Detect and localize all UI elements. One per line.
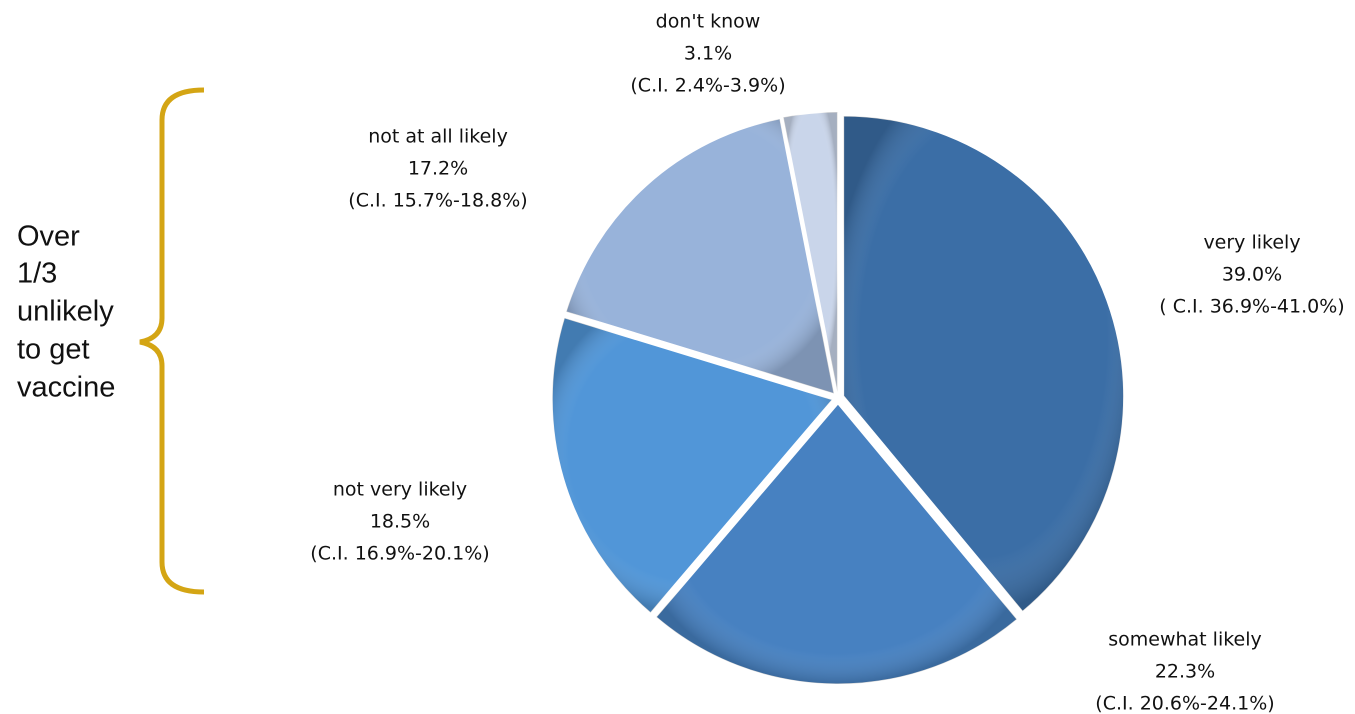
ci-label: ( C.I. 36.9%-41.0%): [1159, 296, 1344, 318]
value-label: 39.0%: [1222, 264, 1282, 286]
slice-label: not at all likely: [368, 126, 508, 148]
ci-label: (C.I. 20.6%-24.1%): [1095, 693, 1274, 714]
ci-label: (C.I. 2.4%-3.9%): [630, 75, 785, 97]
value-label: 3.1%: [684, 43, 732, 65]
annotation-line: vaccine: [17, 372, 115, 404]
slice-label: don't know: [656, 11, 761, 33]
ci-label: (C.I. 15.7%-18.8%): [348, 190, 527, 212]
value-label: 22.3%: [1155, 661, 1215, 683]
ci-label: (C.I. 16.9%-20.1%): [310, 543, 489, 565]
value-label: 17.2%: [408, 158, 468, 180]
value-label: 18.5%: [370, 511, 430, 533]
annotation-line: Over: [17, 221, 80, 253]
slice-label: very likely: [1203, 232, 1300, 254]
annotation-line: unlikely: [17, 296, 114, 328]
bracket: [139, 87, 205, 595]
annotation-line: 1/3: [17, 258, 57, 290]
slice-label: not very likely: [333, 479, 467, 501]
slice-label: somewhat likely: [1108, 629, 1262, 651]
annotation-line: to get: [17, 334, 90, 366]
annotation: Over 1/3 unlikely to get vaccine: [17, 221, 115, 404]
